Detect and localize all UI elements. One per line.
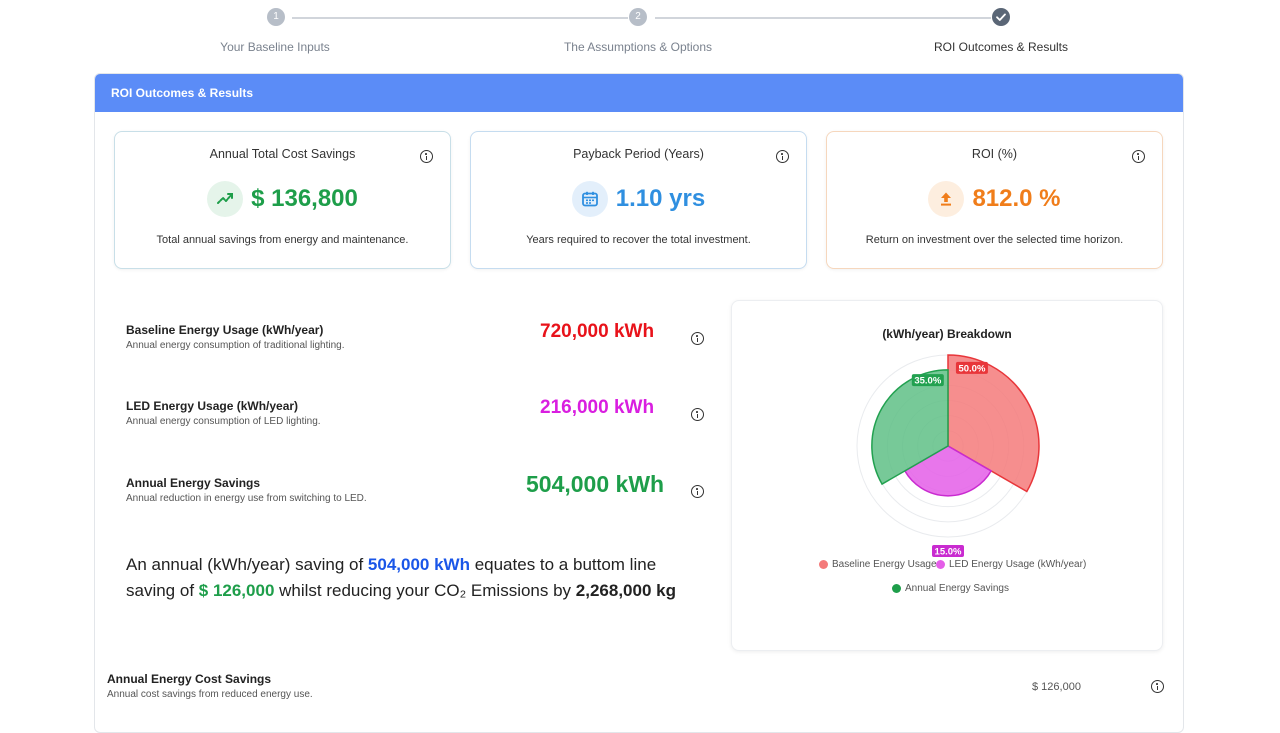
- percent-label-bg: [911, 374, 944, 387]
- summary-text: An annual (kWh/year) saving of: [126, 555, 368, 574]
- step-3-label[interactable]: ROI Outcomes & Results: [933, 40, 1069, 54]
- upload-arrow-icon: [928, 181, 965, 217]
- metric-title: Baseline Energy Usage (kWh/year): [126, 323, 324, 337]
- metric-value: $ 126,000: [1032, 681, 1081, 693]
- kpi-title: ROI (%): [971, 147, 1018, 161]
- kpi-title: Annual Total Cost Savings: [209, 147, 356, 161]
- metric-title: Annual Energy Savings: [126, 476, 261, 490]
- info-icon[interactable]: [1151, 680, 1164, 693]
- trending-up-icon: [207, 181, 244, 217]
- legend-item-led[interactable]: LED Energy Usage (kWh/year): [936, 559, 1086, 570]
- legend-label: Baseline Energy Usage: [832, 559, 937, 570]
- info-icon[interactable]: [691, 408, 704, 421]
- info-icon[interactable]: [691, 332, 704, 345]
- metric-annual-energy-cost-savings: Annual Energy Cost Savings Annual cost s…: [107, 672, 1167, 700]
- legend-item-baseline[interactable]: Baseline Energy Usage: [819, 559, 937, 570]
- legend-label: LED Energy Usage (kWh/year): [949, 559, 1087, 570]
- percent-label: 50.0%: [958, 363, 985, 374]
- polar-area-chart: 50.0% 15.0% 35.0%: [856, 354, 1040, 558]
- checkmark-icon: [996, 13, 1006, 21]
- metric-led-energy: LED Energy Usage (kWh/year) Annual energ…: [126, 397, 706, 427]
- legend-dot: [936, 560, 945, 569]
- metric-title: Annual Energy Cost Savings: [107, 672, 272, 686]
- polar-segment[interactable]: [903, 445, 993, 497]
- step-2-label[interactable]: The Assumptions & Options: [563, 40, 713, 54]
- polar-segment[interactable]: [871, 369, 949, 486]
- legend-dot: [819, 560, 828, 569]
- step-1-label[interactable]: Your Baseline Inputs: [220, 40, 330, 54]
- metric-annual-energy-savings: Annual Energy Savings Annual reduction i…: [126, 471, 706, 504]
- kpi-value: 1.10 yrs: [615, 185, 706, 212]
- calendar-icon: [571, 181, 608, 217]
- legend-dot: [892, 584, 901, 593]
- summary-text: equates to a buttom line saving of: [126, 555, 657, 600]
- metric-baseline-energy: Baseline Energy Usage (kWh/year) Annual …: [126, 321, 706, 351]
- chart-card: (kWh/year) Breakdown 50.0% 15.0% 35.0% Bas…: [731, 300, 1163, 651]
- chart-title: (kWh/year) Breakdown: [882, 327, 1012, 341]
- metric-value: 720,000 kWh: [540, 321, 655, 342]
- info-icon[interactable]: [776, 150, 789, 163]
- metric-value: 216,000 kWh: [540, 397, 655, 418]
- metric-description: Annual energy consumption of LED lightin…: [126, 416, 321, 427]
- kpi-value: 812.0 %: [972, 185, 1061, 212]
- summary-text: whilst reducing your CO₂ Emissions by: [274, 581, 576, 600]
- summary-kwh: 504,000 kWh: [367, 555, 470, 574]
- info-icon[interactable]: [1132, 150, 1145, 163]
- info-icon[interactable]: [691, 485, 704, 498]
- kpi-card-payback-period: Payback Period (Years) 1.10 yrs Years re…: [470, 131, 807, 269]
- step-connector: [292, 17, 628, 19]
- results-panel: ROI Outcomes & Results: [94, 73, 1184, 733]
- metric-title: LED Energy Usage (kWh/year): [126, 399, 299, 413]
- savings-summary: An annual (kWh/year) saving of 504,000 k…: [126, 552, 686, 604]
- kpi-card-annual-savings: Annual Total Cost Savings $ 136,800 Tota…: [114, 131, 451, 269]
- legend-label: Annual Energy Savings: [905, 583, 1009, 594]
- kpi-description: Return on investment over the selected t…: [865, 234, 1124, 246]
- step-3-indicator[interactable]: [992, 8, 1010, 26]
- summary-co2: 2,268,000 kg: [575, 581, 676, 600]
- summary-money: $ 126,000: [198, 581, 275, 600]
- metric-description: Annual cost savings from reduced energy …: [107, 689, 313, 700]
- info-icon[interactable]: [420, 150, 433, 163]
- legend-item-savings[interactable]: Annual Energy Savings: [892, 583, 1009, 594]
- step-1-indicator[interactable]: 1: [267, 8, 285, 26]
- percent-label-bg: [932, 545, 964, 557]
- percent-label-bg: [955, 361, 988, 374]
- kpi-card-roi: ROI (%) 812.0 % Return on investment ove…: [826, 131, 1163, 269]
- metric-description: Annual reduction in energy use from swit…: [126, 493, 367, 504]
- kpi-description: Years required to recover the total inve…: [526, 234, 751, 246]
- metric-description: Annual energy consumption of traditional…: [126, 340, 345, 351]
- step-2-indicator[interactable]: 2: [629, 8, 647, 26]
- percent-label: 15.0%: [935, 547, 962, 558]
- panel-header: ROI Outcomes & Results: [95, 74, 1183, 112]
- percent-label: 35.0%: [914, 376, 941, 387]
- polar-segment[interactable]: [947, 354, 1040, 493]
- progress-stepper: 1 Your Baseline Inputs 2 The Assumptions…: [0, 0, 1280, 70]
- kpi-title: Payback Period (Years): [573, 147, 704, 161]
- metric-value: 504,000 kWh: [526, 471, 665, 497]
- kpi-description: Total annual savings from energy and mai…: [156, 234, 409, 246]
- step-connector: [655, 17, 991, 19]
- kpi-value: $ 136,800: [251, 185, 358, 212]
